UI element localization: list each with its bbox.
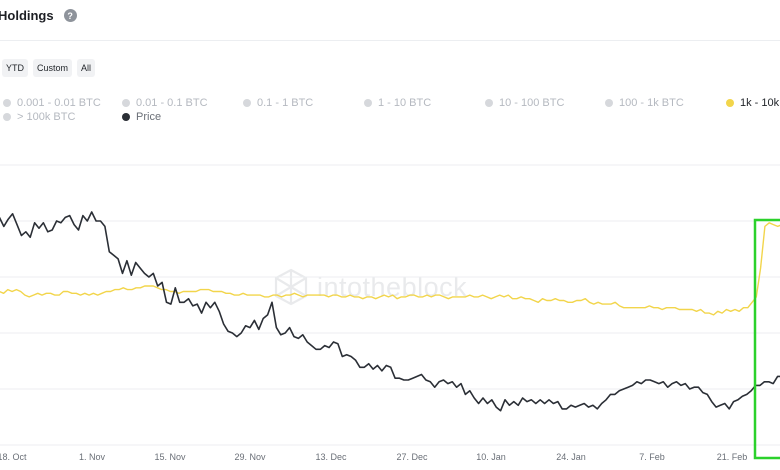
x-tick-label: 15. Nov: [154, 452, 186, 462]
x-tick-label: 7. Feb: [639, 452, 665, 462]
legend-item-0001-001-btc[interactable]: 0.001 - 0.01 BTC: [3, 96, 101, 110]
range-button-ytd[interactable]: YTD: [2, 59, 28, 77]
legend-item-1k-10k-btc[interactable]: 1k - 10k BTC: [726, 96, 780, 110]
legend-item-01-1-btc[interactable]: 0.1 - 1 BTC: [243, 96, 313, 110]
chart-gridlines: [0, 164, 780, 446]
legend-dot-icon: [726, 99, 734, 107]
x-tick-label: 18. Oct: [0, 452, 27, 462]
price-series-line[interactable]: [0, 211, 780, 412]
legend-dot-icon: [122, 99, 130, 107]
legend-dot-icon: [485, 99, 493, 107]
x-axis-ticks: 18. Oct 1. Nov 15. Nov 29. Nov 13. Dec 27. De…: [0, 452, 747, 462]
legend-dot-icon: [122, 113, 130, 121]
legend-item-001-01-btc[interactable]: 0.01 - 0.1 BTC: [122, 96, 208, 110]
panel-title: Holdings: [0, 8, 54, 23]
legend-item-100k-btc[interactable]: > 100k BTC: [3, 110, 75, 124]
legend-label: 0.01 - 0.1 BTC: [136, 97, 208, 109]
legend-label: 10 - 100 BTC: [499, 97, 565, 109]
range-button-all[interactable]: All: [77, 59, 96, 77]
btc-1k-10k-series-line[interactable]: [0, 222, 780, 316]
legend-item-10-100-btc[interactable]: 10 - 100 BTC: [485, 96, 564, 110]
x-tick-label: 1. Nov: [79, 452, 106, 462]
legend-label: 100 - 1k BTC: [619, 97, 684, 109]
chart-series: [0, 211, 780, 412]
legend-label: 1k - 10k BTC: [740, 97, 780, 109]
x-tick-label: 13. Dec: [315, 452, 347, 462]
x-tick-label: 21. Feb: [717, 452, 748, 462]
highlight-box: [753, 218, 780, 460]
legend-dot-icon: [364, 99, 372, 107]
legend-dot-icon: [3, 99, 11, 107]
panel-header: Holdings ?: [0, 8, 77, 23]
legend-label: 1 - 10 BTC: [378, 97, 432, 109]
legend-label: 0.1 - 1 BTC: [257, 97, 314, 109]
legend-item-1-10-btc[interactable]: 1 - 10 BTC: [364, 96, 431, 110]
legend-dot-icon: [605, 99, 613, 107]
intotheblock-logo-icon: [274, 268, 308, 306]
legend-dot-icon: [3, 113, 11, 121]
legend-label: Price: [136, 111, 162, 123]
x-tick-label: 29. Nov: [234, 452, 266, 462]
x-tick-label: 24. Jan: [556, 452, 586, 462]
x-tick-label: 10. Jan: [476, 452, 506, 462]
range-selector: YTD Custom All: [2, 59, 96, 77]
legend-label: 0.001 - 0.01 BTC: [17, 97, 101, 109]
range-button-custom[interactable]: Custom: [33, 59, 73, 77]
header-divider: [0, 40, 780, 41]
question-circle-icon[interactable]: ?: [63, 9, 77, 22]
legend-item-price[interactable]: Price: [122, 110, 161, 124]
legend-dot-icon: [243, 99, 251, 107]
legend-label: > 100k BTC: [17, 111, 76, 123]
legend-item-100-1k-btc[interactable]: 100 - 1k BTC: [605, 96, 684, 110]
x-tick-label: 27. Dec: [396, 452, 428, 462]
